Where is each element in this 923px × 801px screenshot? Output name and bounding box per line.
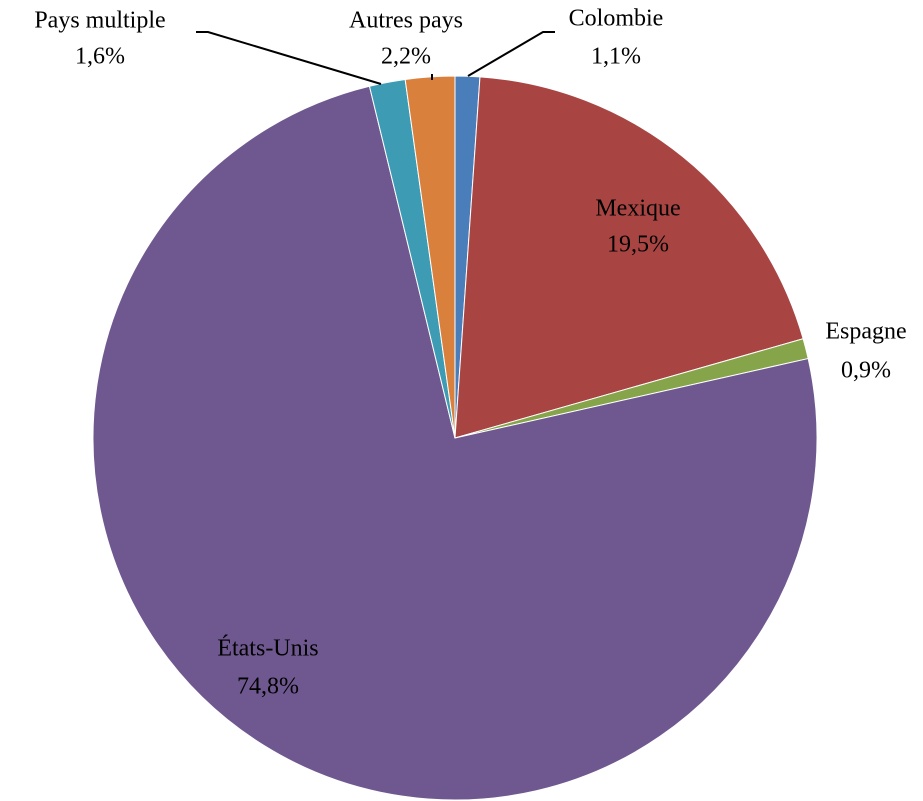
slice-label: Espagne xyxy=(825,319,906,345)
pie-slice xyxy=(454,76,804,439)
slice-value-label: 0,9% xyxy=(841,358,891,384)
slice-value-label: 74,8% xyxy=(237,674,299,700)
slice-value-label: 1,1% xyxy=(591,44,641,70)
slice-label: Colombie xyxy=(569,6,664,32)
slice-value-label: 19,5% xyxy=(607,232,669,258)
leader-line xyxy=(467,31,555,77)
slice-value-label: 1,6% xyxy=(75,44,125,70)
slice-label: États-Unis xyxy=(217,636,318,662)
leader-line xyxy=(196,31,382,85)
slice-value-label: 2,2% xyxy=(381,44,431,70)
slice-label: Mexique xyxy=(595,196,680,222)
slice-label: Autres pays xyxy=(349,8,463,34)
pie-slice xyxy=(404,75,456,439)
pie-slice xyxy=(92,85,818,801)
slice-label: Pays multiple xyxy=(34,8,165,34)
